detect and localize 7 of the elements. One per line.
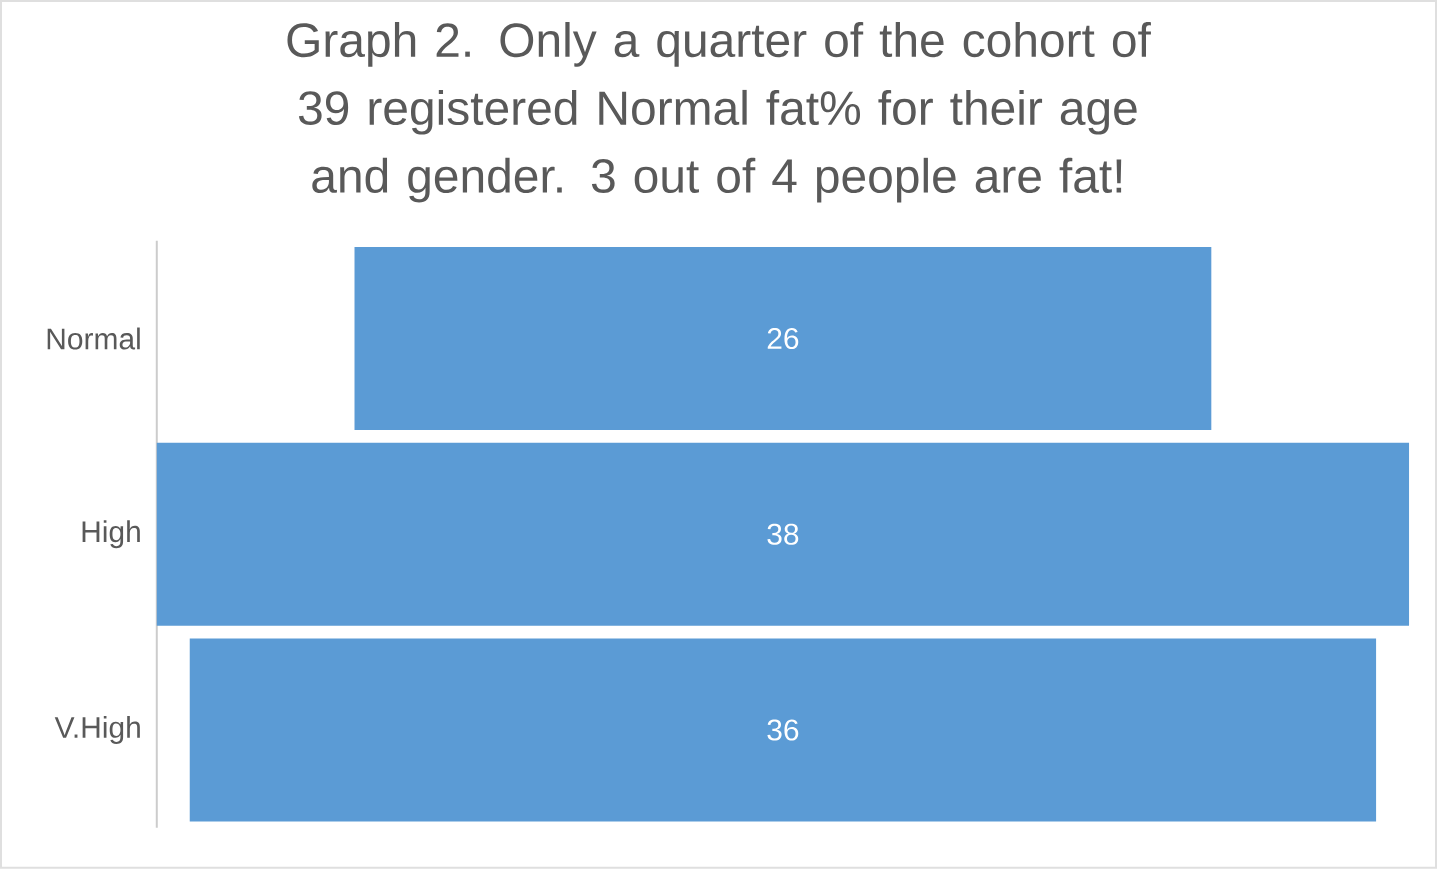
text: Graph 2. Only a quarter of the cohort of 39 registered Normal fat% for their age and gender. 3 out of 4 people are fat! — [287, 22, 1151, 203]
category-label: V.High — [54, 716, 140, 745]
data-label: 26 — [767, 328, 799, 350]
data-label: 38 — [767, 523, 799, 545]
data-label: 36 — [767, 719, 799, 741]
category-label: Normal — [47, 327, 140, 350]
category-label: High — [82, 520, 140, 549]
